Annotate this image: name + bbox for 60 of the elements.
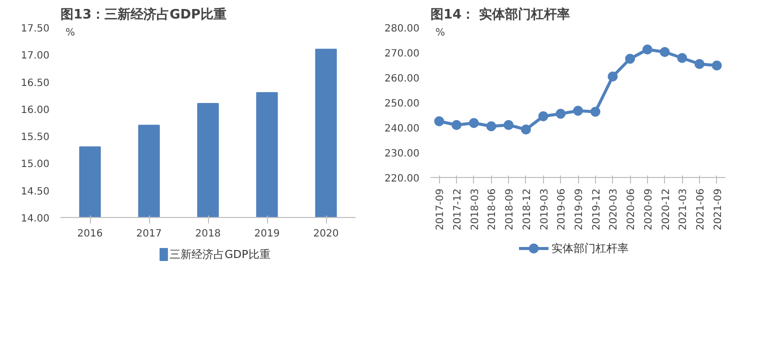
y-tick-label: 14.50 <box>20 186 50 198</box>
x-tick-label: 2018-09 <box>504 188 516 230</box>
x-tick-label: 2021-09 <box>712 188 724 230</box>
y-tick-label: 280.00 <box>384 24 420 34</box>
point <box>504 120 514 130</box>
point <box>468 118 479 128</box>
x-tick-label: 2019-09 <box>574 188 585 230</box>
point <box>642 44 652 54</box>
y-tick-label: 17.50 <box>20 24 50 34</box>
y-axis-title: % <box>436 28 446 38</box>
x-tick-label: 2019 <box>254 228 280 240</box>
legend-label: 实体部门杠杆率 <box>551 242 628 255</box>
point <box>538 111 548 122</box>
x-tick-label: 2018 <box>195 228 221 240</box>
point <box>452 120 462 130</box>
y-tick-label: 17.00 <box>20 50 50 62</box>
x-tick-label: 2020-12 <box>660 188 672 230</box>
x-tick-label: 2020-09 <box>643 188 654 230</box>
y-tick-label: 260.00 <box>384 74 420 84</box>
point <box>694 59 704 69</box>
point <box>556 108 566 119</box>
x-tick-label: 2019-03 <box>539 188 550 230</box>
x-tick-label: 2020-03 <box>608 188 620 230</box>
x-tick-label: 2018-03 <box>470 188 481 230</box>
x-tick-label: 2020 <box>313 228 339 240</box>
x-tick-label: 2016 <box>77 228 103 240</box>
point <box>486 121 496 132</box>
y-tick-label: 220.00 <box>384 174 420 184</box>
x-tick-label: 2017 <box>136 228 162 240</box>
y-tick-label: 14.00 <box>20 214 50 224</box>
y-tick-label: 240.00 <box>384 124 420 134</box>
y-tick-label: 15.50 <box>20 132 50 144</box>
x-tick-label: 2021-06 <box>695 188 706 230</box>
y-tick-label: 270.00 <box>384 48 420 60</box>
x-tick-label: 2017-12 <box>452 188 464 230</box>
y-tick-label: 15.00 <box>20 159 50 170</box>
point <box>625 54 636 64</box>
point <box>520 124 531 134</box>
chart-title: 图14： 实体部门杠杆率 <box>430 6 570 22</box>
point <box>573 106 583 116</box>
y-tick-label: 250.00 <box>384 98 420 110</box>
x-tick-label: 2018-06 <box>487 188 498 230</box>
legend-label: 三新经济占GDP比重 <box>170 248 270 261</box>
x-tick-label: 2017-09 <box>435 188 446 230</box>
x-tick-label: 2019-12 <box>591 188 602 230</box>
x-tick-label: 2020-06 <box>626 188 638 230</box>
y-tick-label: 16.00 <box>20 104 50 116</box>
chart-title: 图13：三新经济占GDP比重 <box>60 6 227 22</box>
point <box>608 72 618 82</box>
point <box>712 60 722 70</box>
point <box>677 53 688 63</box>
x-tick-label: 2019-06 <box>556 188 568 230</box>
x-tick-label: 2021-03 <box>678 188 690 230</box>
y-tick-label: 230.00 <box>384 148 420 160</box>
point <box>590 106 600 117</box>
x-tick-label: 2018-12 <box>522 188 533 230</box>
point <box>660 47 670 57</box>
y-tick-label: 16.50 <box>20 78 50 89</box>
point <box>434 116 444 126</box>
y-axis-title: % <box>66 28 76 38</box>
